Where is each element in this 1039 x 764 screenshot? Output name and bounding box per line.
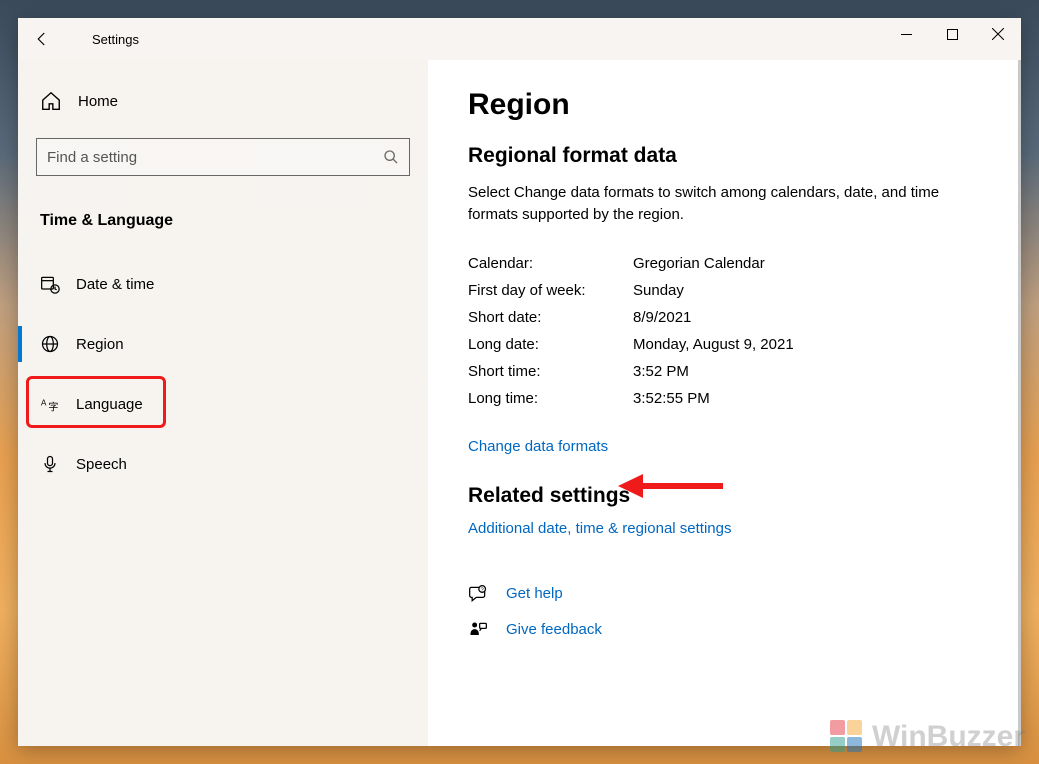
table-row: First day of week: Sunday — [468, 277, 981, 304]
close-button[interactable] — [975, 18, 1021, 50]
give-feedback-row[interactable]: Give feedback — [468, 620, 981, 640]
minimize-button[interactable] — [883, 18, 929, 50]
get-help-row[interactable]: ? Get help — [468, 584, 981, 604]
back-button[interactable] — [22, 19, 62, 59]
scrollbar[interactable] — [1018, 60, 1021, 746]
sidebar-item-label: Language — [76, 396, 143, 413]
category-header: Time & Language — [40, 212, 428, 230]
home-label: Home — [78, 93, 118, 110]
svg-text:字: 字 — [48, 401, 58, 414]
home-button[interactable]: Home — [18, 80, 428, 122]
svg-text:A: A — [41, 398, 47, 408]
language-icon: A字 — [40, 394, 60, 414]
home-icon — [40, 90, 62, 112]
content-area: Home Time & Language Date & time Region — [18, 60, 1021, 746]
section-description: Select Change data formats to switch amo… — [468, 182, 981, 226]
section-title-regional-format: Regional format data — [468, 144, 981, 168]
maximize-icon — [947, 29, 958, 40]
row-value: Gregorian Calendar — [633, 255, 765, 272]
table-row: Long time: 3:52:55 PM — [468, 385, 981, 412]
settings-window: Settings Home Ti — [18, 18, 1021, 746]
sidebar-item-region[interactable]: Region — [18, 320, 428, 368]
search-box[interactable] — [36, 138, 410, 176]
row-label: Calendar: — [468, 255, 633, 272]
maximize-button[interactable] — [929, 18, 975, 50]
row-value: 3:52 PM — [633, 363, 689, 380]
calendar-clock-icon — [40, 274, 60, 294]
window-title: Settings — [92, 32, 139, 47]
globe-icon — [40, 334, 60, 354]
sidebar-item-label: Speech — [76, 456, 127, 473]
row-value: Sunday — [633, 282, 684, 299]
minimize-icon — [901, 29, 912, 40]
row-label: Short time: — [468, 363, 633, 380]
row-label: Long date: — [468, 336, 633, 353]
row-label: Long time: — [468, 390, 633, 407]
give-feedback-link[interactable]: Give feedback — [506, 621, 602, 638]
additional-settings-link[interactable]: Additional date, time & regional setting… — [468, 520, 732, 537]
microphone-icon — [40, 454, 60, 474]
page-title: Region — [468, 88, 981, 122]
table-row: Short date: 8/9/2021 — [468, 304, 981, 331]
table-row: Long date: Monday, August 9, 2021 — [468, 331, 981, 358]
sidebar-item-date-time[interactable]: Date & time — [18, 260, 428, 308]
row-label: Short date: — [468, 309, 633, 326]
titlebar: Settings — [18, 18, 1021, 60]
get-help-link[interactable]: Get help — [506, 585, 563, 602]
table-row: Short time: 3:52 PM — [468, 358, 981, 385]
row-value: Monday, August 9, 2021 — [633, 336, 794, 353]
sidebar-item-label: Region — [76, 336, 124, 353]
window-controls — [883, 18, 1021, 50]
search-icon — [383, 149, 399, 165]
change-data-formats-link[interactable]: Change data formats — [468, 438, 608, 455]
feedback-icon — [468, 620, 488, 640]
sidebar-item-language[interactable]: A字 Language — [18, 380, 428, 428]
row-label: First day of week: — [468, 282, 633, 299]
sidebar-item-speech[interactable]: Speech — [18, 440, 428, 488]
regional-format-table: Calendar: Gregorian Calendar First day o… — [468, 250, 981, 412]
arrow-left-icon — [33, 30, 51, 48]
row-value: 3:52:55 PM — [633, 390, 710, 407]
close-icon — [992, 28, 1004, 40]
help-chat-icon: ? — [468, 584, 488, 604]
sidebar: Home Time & Language Date & time Region — [18, 60, 428, 746]
row-value: 8/9/2021 — [633, 309, 691, 326]
table-row: Calendar: Gregorian Calendar — [468, 250, 981, 277]
section-title-related: Related settings — [468, 484, 981, 508]
sidebar-item-label: Date & time — [76, 276, 154, 293]
main-pane: Region Regional format data Select Chang… — [428, 60, 1021, 746]
search-input[interactable] — [47, 149, 383, 166]
